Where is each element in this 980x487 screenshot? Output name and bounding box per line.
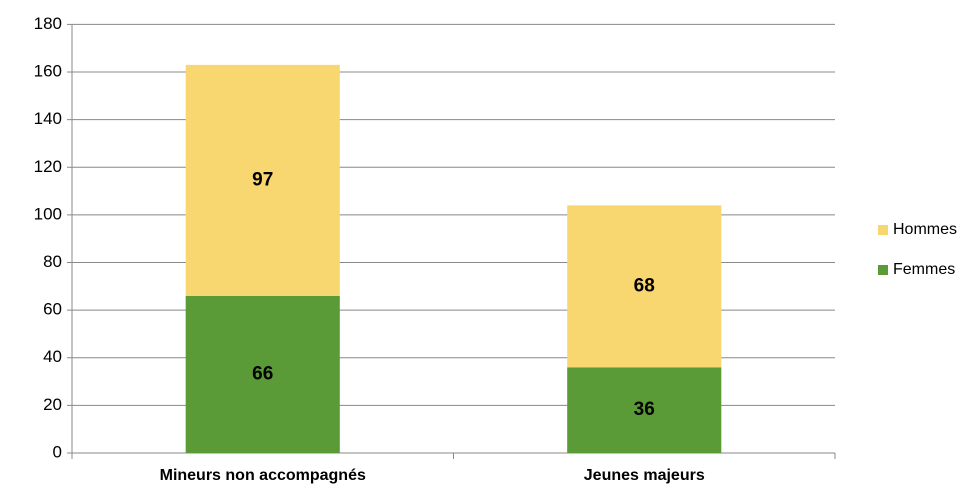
data-label: 68: [634, 275, 655, 296]
data-label: 36: [634, 399, 655, 420]
x-tick-label: Mineurs non accompagnés: [160, 467, 366, 484]
data-label: 97: [252, 169, 273, 190]
data-label: 66: [252, 363, 273, 384]
bar-segment: [185, 295, 340, 453]
bar-segment: [567, 367, 722, 453]
x-tick-label: Jeunes majeurs: [584, 467, 705, 484]
y-tick-label: 80: [43, 252, 62, 271]
y-tick-label: 160: [34, 62, 62, 81]
y-tick-label: 20: [43, 395, 62, 414]
legend-label: Hommes: [893, 221, 957, 238]
y-tick-label: 100: [34, 204, 62, 223]
legend-swatch: [878, 225, 888, 235]
legend-label: Femmes: [893, 261, 955, 278]
y-tick-label: 60: [43, 300, 62, 319]
y-tick-label: 180: [34, 14, 62, 33]
legend-swatch: [878, 265, 888, 275]
y-tick-label: 40: [43, 347, 62, 366]
y-tick-label: 120: [34, 157, 62, 176]
y-tick-label: 140: [34, 109, 62, 128]
bar-segment: [567, 205, 722, 368]
bar-segment: [185, 64, 340, 296]
y-tick-label: 0: [53, 442, 62, 461]
